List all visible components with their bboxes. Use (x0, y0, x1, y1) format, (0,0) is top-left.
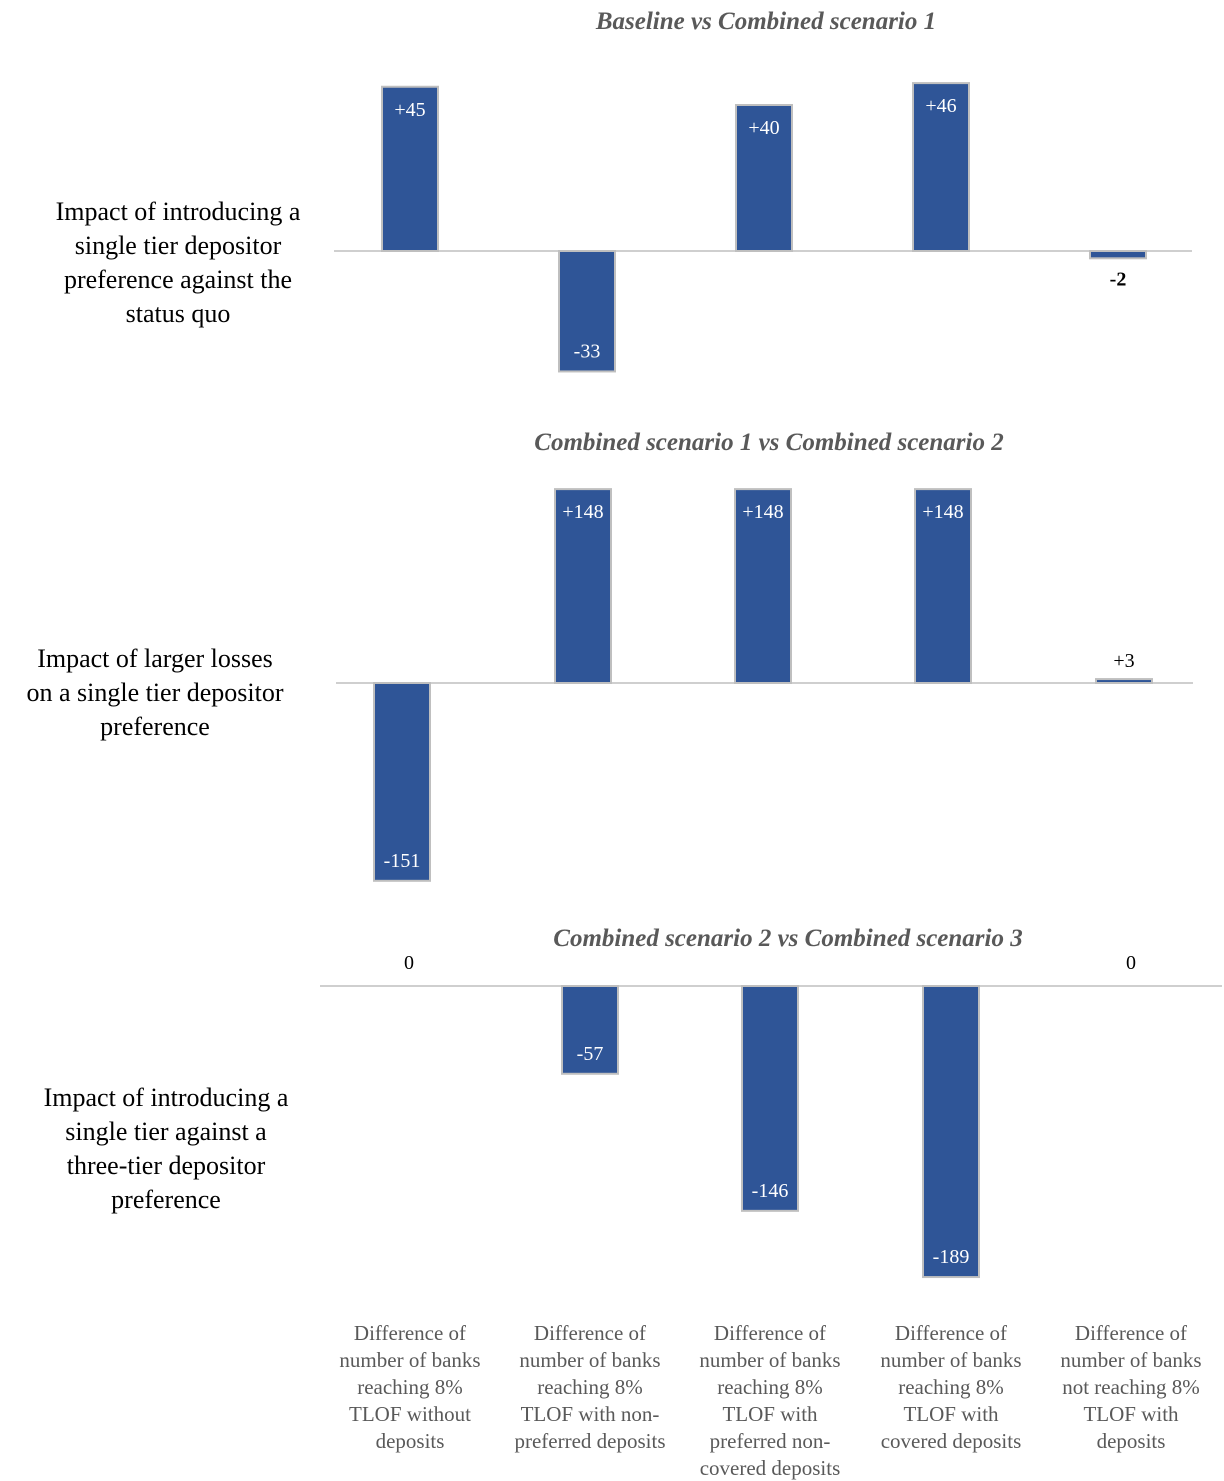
data-label: +148 (562, 501, 603, 523)
panel-side-label: single tier against a (65, 1117, 267, 1146)
data-label: -2 (1110, 268, 1127, 290)
data-label: +46 (925, 95, 956, 117)
bar (912, 82, 970, 252)
panel-side-label: Impact of introducing a (44, 1083, 289, 1112)
category-label: TLOF without (349, 1402, 471, 1426)
category-label: covered deposits (700, 1456, 841, 1480)
data-label: +40 (748, 117, 779, 139)
bar (741, 985, 799, 1212)
panel-side-label: preference (100, 712, 210, 741)
data-label: +3 (1113, 650, 1134, 672)
panel-title: Baseline vs Combined scenario 1 (595, 8, 936, 35)
category-label: number of banks (1060, 1348, 1201, 1372)
category-label: deposits (376, 1429, 445, 1453)
category-label: preferred non- (710, 1429, 831, 1453)
category-label: number of banks (699, 1348, 840, 1372)
bar (554, 488, 612, 684)
category-label: not reaching 8% (1062, 1375, 1200, 1399)
category-label: TLOF with (903, 1402, 999, 1426)
category-label: reaching 8% (717, 1375, 823, 1399)
category-label: covered deposits (881, 1429, 1022, 1453)
bar (373, 682, 431, 882)
panel-side-label: Impact of larger losses (37, 644, 273, 673)
bar (1089, 250, 1147, 260)
data-label: 0 (1126, 952, 1136, 974)
panel-title: Combined scenario 1 vs Combined scenario… (534, 429, 1003, 456)
category-label: deposits (1097, 1429, 1166, 1453)
data-label: +45 (394, 99, 425, 121)
category-label: TLOF with non- (521, 1402, 660, 1426)
category-label: Difference of (1075, 1321, 1187, 1345)
category-label: reaching 8% (898, 1375, 1004, 1399)
data-label: +148 (922, 501, 963, 523)
category-label: TLOF with (722, 1402, 818, 1426)
bar (914, 488, 972, 684)
bar (561, 985, 619, 1075)
panel-title: Combined scenario 2 vs Combined scenario… (553, 925, 1022, 952)
panel-side-label: preference against the (64, 265, 292, 294)
category-label: Difference of (354, 1321, 466, 1345)
panel-side-label: three-tier depositor (67, 1151, 266, 1180)
data-label: -189 (933, 1246, 970, 1268)
category-label: reaching 8% (357, 1375, 463, 1399)
category-label: reaching 8% (537, 1375, 643, 1399)
category-label: Difference of (534, 1321, 646, 1345)
panel-side-label: on a single tier depositor (26, 678, 283, 707)
data-label: -146 (752, 1180, 789, 1202)
category-label: preferred deposits (514, 1429, 665, 1453)
panel-side-label: single tier depositor (75, 231, 282, 260)
data-label: -57 (577, 1043, 604, 1065)
category-label: number of banks (339, 1348, 480, 1372)
category-label: TLOF with (1083, 1402, 1179, 1426)
panel-side-label: preference (111, 1185, 221, 1214)
data-label: -33 (574, 340, 601, 362)
panel-side-label: status quo (126, 299, 231, 328)
panel-side-label: Impact of introducing a (56, 197, 301, 226)
category-label: Difference of (714, 1321, 826, 1345)
data-label: 0 (404, 952, 414, 974)
bar (734, 488, 792, 684)
data-label: -151 (384, 850, 421, 872)
category-label: number of banks (880, 1348, 1021, 1372)
bar (381, 85, 439, 252)
bar (922, 985, 980, 1279)
category-label: number of banks (519, 1348, 660, 1372)
category-label: Difference of (895, 1321, 1007, 1345)
bar (558, 250, 616, 373)
data-label: +148 (742, 501, 783, 523)
